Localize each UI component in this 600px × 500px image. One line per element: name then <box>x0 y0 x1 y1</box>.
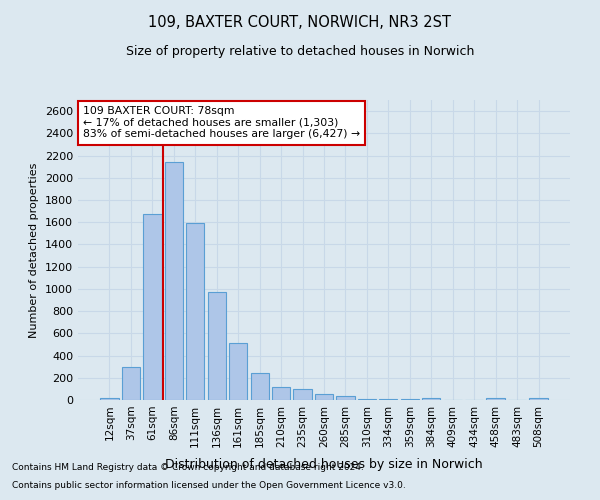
Text: Contains public sector information licensed under the Open Government Licence v3: Contains public sector information licen… <box>12 481 406 490</box>
Bar <box>229 344 247 400</box>
Bar <box>358 399 376 400</box>
Text: 109 BAXTER COURT: 78sqm
← 17% of detached houses are smaller (1,303)
83% of semi: 109 BAXTER COURT: 78sqm ← 17% of detache… <box>83 106 360 139</box>
Bar <box>122 366 140 400</box>
Bar <box>100 398 119 400</box>
Bar <box>165 162 183 400</box>
Bar <box>422 398 440 400</box>
Bar <box>337 396 355 400</box>
Bar <box>529 398 548 400</box>
Text: Size of property relative to detached houses in Norwich: Size of property relative to detached ho… <box>126 45 474 58</box>
Bar <box>208 292 226 400</box>
Text: Contains HM Land Registry data © Crown copyright and database right 2024.: Contains HM Land Registry data © Crown c… <box>12 464 364 472</box>
Bar <box>251 373 269 400</box>
Bar <box>143 214 161 400</box>
Bar <box>186 224 205 400</box>
Bar <box>293 389 311 400</box>
X-axis label: Distribution of detached houses by size in Norwich: Distribution of detached houses by size … <box>165 458 483 471</box>
Bar <box>487 398 505 400</box>
Text: 109, BAXTER COURT, NORWICH, NR3 2ST: 109, BAXTER COURT, NORWICH, NR3 2ST <box>149 15 452 30</box>
Bar <box>272 386 290 400</box>
Y-axis label: Number of detached properties: Number of detached properties <box>29 162 40 338</box>
Bar <box>379 399 397 400</box>
Bar <box>315 394 333 400</box>
